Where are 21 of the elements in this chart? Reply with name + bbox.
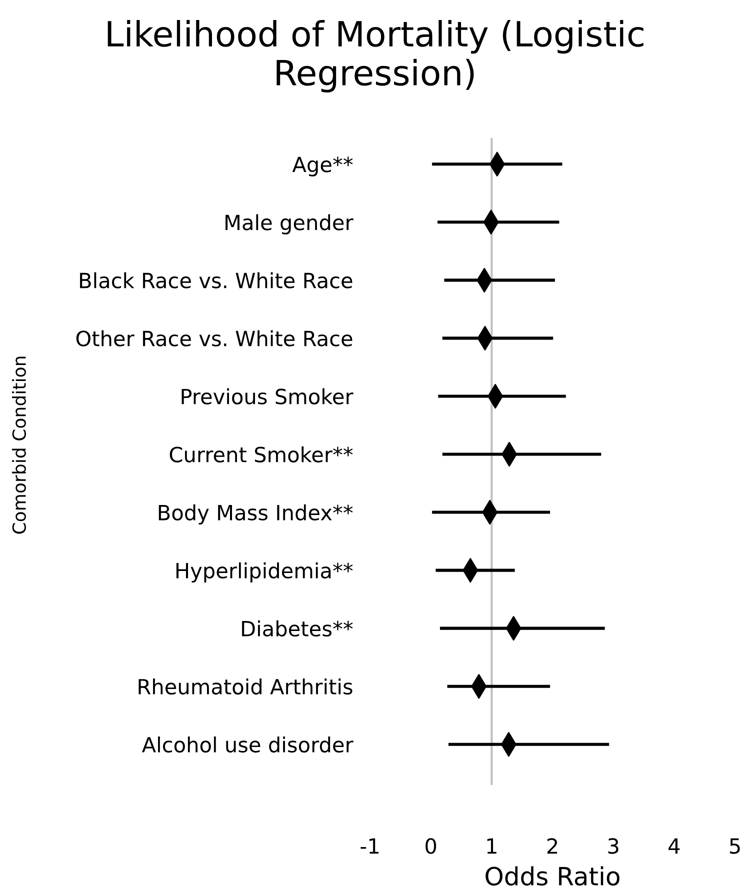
y-tick-label: Body Mass Index** xyxy=(158,504,353,525)
y-tick-label: Current Smoker** xyxy=(170,446,353,462)
x-tick-label: 2 xyxy=(547,838,558,854)
x-tick-label: 0 xyxy=(426,838,436,854)
y-tick-label: Age** xyxy=(292,156,353,176)
x-axis-title: Odds Ratio xyxy=(486,866,620,886)
y-tick-label: Male gender xyxy=(226,214,354,234)
x-tick-label: 4 xyxy=(668,838,680,854)
y-tick-label: Diabetes** xyxy=(242,620,353,637)
y-tick-label: Black Race vs. White Race xyxy=(80,272,352,288)
y-tick-label: Rheumatoid Arthritis xyxy=(138,678,352,695)
y-tick-label: Other Race vs. White Race xyxy=(76,330,352,346)
y-axis-title: Comorbid Condition xyxy=(12,356,26,534)
y-tick-label: Alcohol use disorder xyxy=(142,736,354,753)
x-tick-label: 5 xyxy=(730,838,740,854)
x-tick-label: -1 xyxy=(360,838,378,854)
y-tick-label: Hyperlipidemia** xyxy=(176,562,353,583)
chart-title: Likelihood of Mortality (Logistic Regression) xyxy=(108,20,644,92)
y-tick-label: Previous Smoker xyxy=(182,388,354,404)
x-tick-label: 3 xyxy=(608,838,618,854)
x-tick-label: 1 xyxy=(487,838,496,854)
